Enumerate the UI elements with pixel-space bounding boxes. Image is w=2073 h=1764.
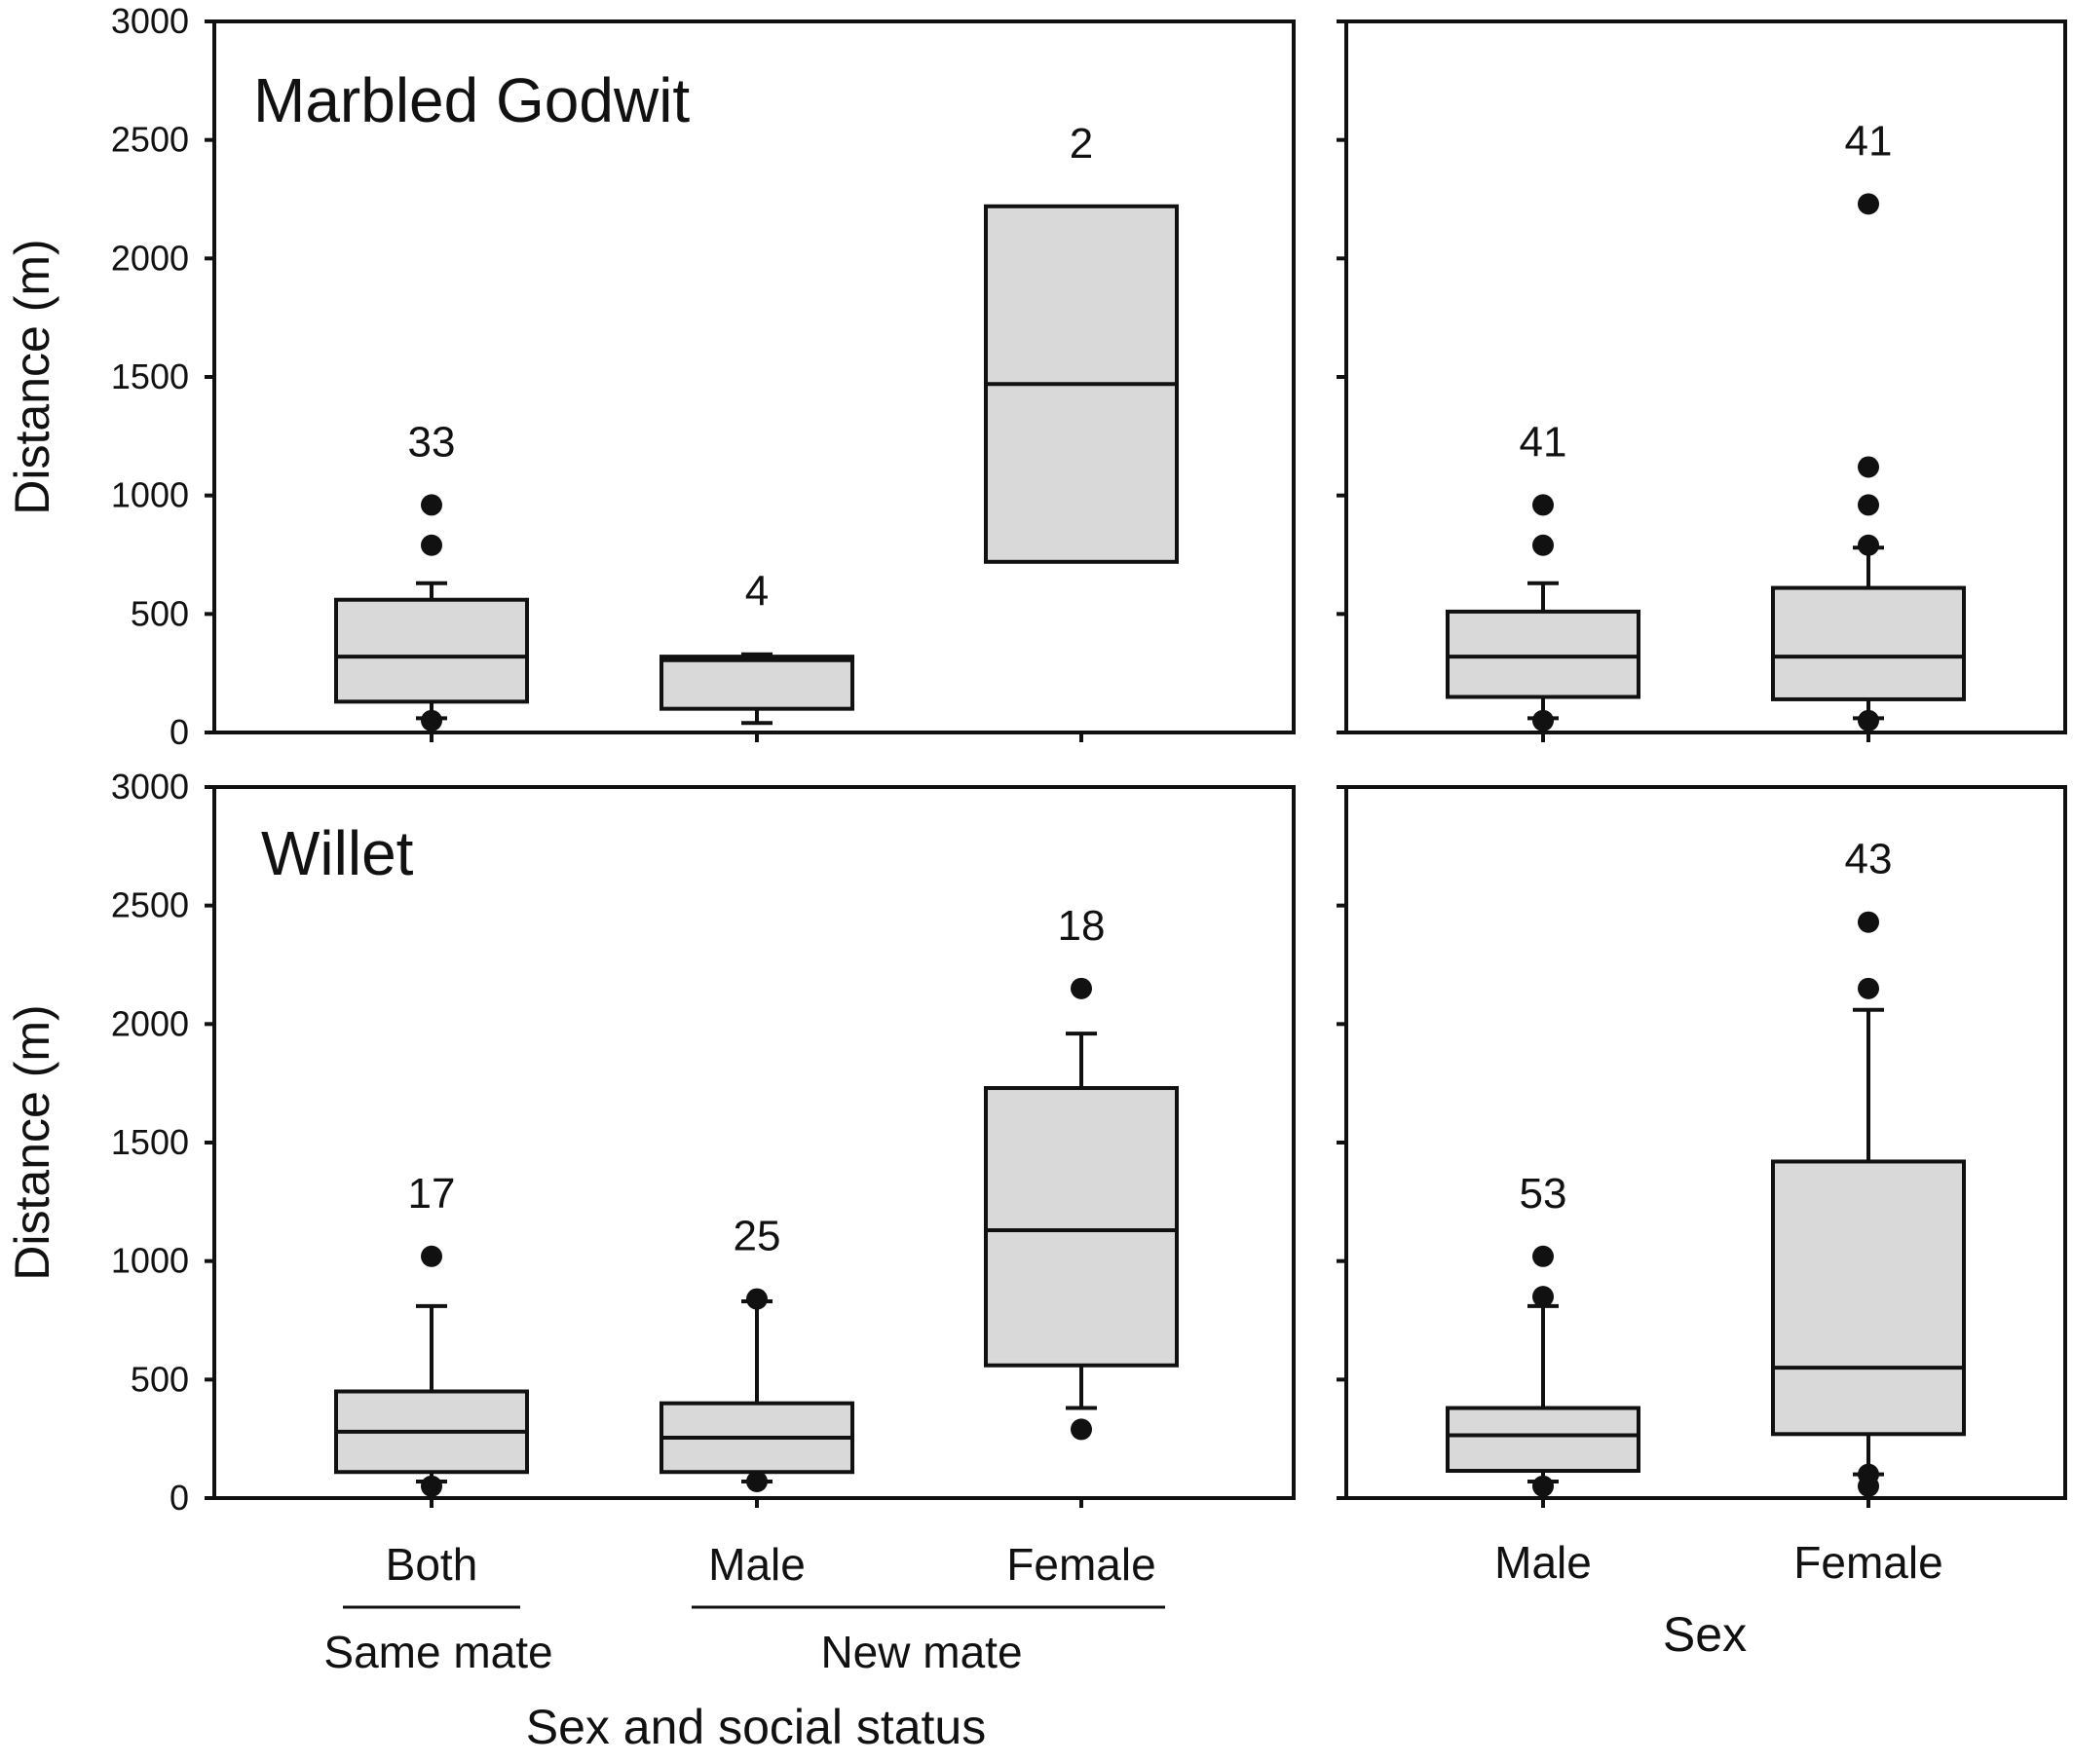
sample-size-label: 43 [1845, 836, 1893, 883]
outlier-point [1858, 494, 1879, 516]
outlier-point [1532, 1245, 1554, 1267]
outlier-point [1858, 911, 1879, 933]
y-tick-label: 3000 [111, 1, 189, 41]
box-iqr [1771, 1159, 1966, 1437]
x-axis-label-left: Sex and social status [526, 1700, 987, 1754]
y-tick-label: 500 [131, 593, 189, 633]
outlier-point [1071, 1418, 1092, 1441]
box-both: 17 [334, 1170, 529, 1497]
box-male: 41 [1446, 418, 1640, 732]
y-axis-label: Distance (m) [5, 1004, 59, 1280]
category-label-both: Both [386, 1539, 478, 1590]
outlier-point [1071, 977, 1092, 999]
sample-size-label: 41 [1520, 418, 1567, 466]
box-female: 18 [984, 902, 1179, 1441]
x-axis-right: Male Female Sex [1494, 1537, 1943, 1662]
box-female: 41 [1771, 117, 1966, 732]
panel-title: Marbled Godwit [253, 65, 690, 135]
outlier-point [1532, 709, 1554, 732]
box-series: 33 4 2 [334, 120, 1179, 732]
outlier-point [421, 534, 442, 556]
outlier-point [421, 1475, 442, 1497]
outlier-point [1532, 1475, 1554, 1497]
x-axis-left: Both Male Female Same mate New mate Sex … [323, 1539, 1165, 1754]
outlier-point [1858, 456, 1879, 478]
group-label-new-mate: New mate [820, 1627, 1022, 1677]
y-tick-label: 500 [131, 1359, 189, 1399]
y-axis-ticks [1337, 19, 1870, 742]
y-tick-label: 1500 [111, 1122, 189, 1162]
category-label-female: Female [1006, 1539, 1155, 1590]
y-axis-label: Distance (m) [5, 239, 59, 514]
box-male: 53 [1446, 1170, 1640, 1497]
box-both: 33 [334, 418, 529, 732]
outlier-point [1532, 1286, 1554, 1308]
outlier-point [421, 1245, 442, 1267]
y-tick-label: 2500 [111, 120, 189, 160]
box-iqr [334, 597, 529, 704]
box-male: 4 [660, 568, 854, 726]
box-iqr [1446, 609, 1640, 699]
outlier-point [1858, 709, 1879, 732]
y-tick-label: 3000 [111, 767, 189, 807]
outlier-point [1858, 1475, 1879, 1497]
category-label-female: Female [1793, 1537, 1942, 1588]
y-axis-ticks: 0 500 1000 1500 2000 2500 3000 [111, 1, 1083, 752]
y-tick-label: 2000 [111, 238, 189, 278]
sample-size-label: 18 [1058, 902, 1106, 950]
outlier-point [421, 709, 442, 732]
outlier-point [1858, 534, 1879, 556]
y-axis-ticks: 0 500 1000 1500 2000 2500 3000 [111, 767, 1083, 1518]
box-male: 25 [660, 1213, 854, 1492]
box-iqr [660, 655, 854, 711]
outlier-point [746, 1470, 768, 1492]
y-tick-label: 2500 [111, 885, 189, 925]
y-tick-label: 1000 [111, 475, 189, 515]
y-axis-ticks [1337, 785, 1870, 1508]
y-tick-label: 1000 [111, 1241, 189, 1281]
panel-willet-sex: 53 43 [1337, 785, 2067, 1508]
panel-marbled-godwit-sex: 41 41 [1337, 19, 2067, 742]
y-tick-label: 2000 [111, 1003, 189, 1043]
sample-size-label: 53 [1520, 1170, 1567, 1218]
box-female: 2 [984, 120, 1179, 564]
group-label-same-mate: Same mate [323, 1627, 552, 1677]
y-tick-label: 0 [170, 712, 189, 752]
y-tick-label: 1500 [111, 357, 189, 396]
sample-size-label: 41 [1845, 117, 1893, 165]
box-iqr [984, 1086, 1179, 1368]
outlier-point [746, 1288, 768, 1310]
sample-size-label: 4 [745, 568, 769, 616]
box-iqr [1446, 1406, 1640, 1474]
box-iqr [1771, 585, 1966, 701]
panel-willet-status: 0 500 1000 1500 2000 2500 3000 17 25 18 Willet D… [5, 767, 1296, 1518]
sample-size-label: 2 [1070, 120, 1093, 168]
box-series: 41 41 [1446, 117, 1966, 732]
panel-title: Willet [261, 818, 414, 888]
category-label-male: Male [1494, 1537, 1592, 1588]
outlier-point [1858, 193, 1879, 215]
box-series: 53 43 [1446, 836, 1966, 1497]
panel-marbled-godwit-status: 0 500 1000 1500 2000 2500 3000 33 4 2 Marbled Go… [5, 1, 1296, 752]
sample-size-label: 25 [734, 1213, 781, 1260]
outlier-point [1858, 977, 1879, 999]
x-axis-label-right: Sex [1663, 1607, 1747, 1662]
outlier-point [1532, 494, 1554, 516]
box-series: 17 25 18 [334, 902, 1179, 1497]
outlier-point [1532, 534, 1554, 556]
sample-size-label: 33 [408, 418, 456, 466]
category-label-male: Male [708, 1539, 806, 1590]
outlier-point [421, 494, 442, 516]
sample-size-label: 17 [408, 1170, 456, 1218]
y-tick-label: 0 [170, 1478, 189, 1518]
box-female: 43 [1771, 836, 1966, 1497]
